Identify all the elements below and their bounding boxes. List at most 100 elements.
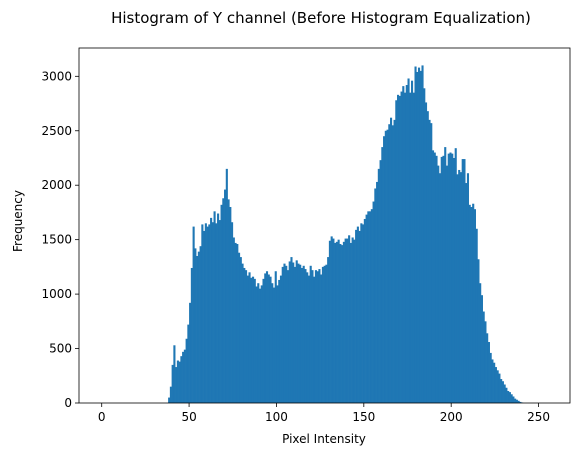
histogram-bar	[180, 356, 183, 403]
histogram-bar	[342, 241, 345, 403]
histogram-bar	[283, 263, 286, 403]
histogram-bar	[260, 285, 263, 403]
histogram-bar	[449, 152, 452, 403]
histogram-bar	[213, 211, 216, 403]
histogram-bar	[456, 174, 459, 403]
histogram-bar	[169, 386, 172, 403]
histogram-bar	[224, 189, 227, 403]
histogram-bar	[500, 379, 503, 403]
histogram-bar	[204, 223, 207, 403]
histogram-bar	[360, 223, 363, 403]
histogram-bar	[486, 333, 489, 403]
histogram-bar	[351, 237, 354, 403]
histogram-bar	[267, 274, 270, 403]
histogram-bar	[320, 274, 323, 403]
y-axis-label: Frequency	[11, 190, 25, 252]
histogram-bar	[265, 271, 269, 403]
histogram-bar	[447, 153, 450, 403]
histogram-bar	[430, 123, 433, 403]
histogram-bar	[299, 264, 302, 403]
histogram-bar	[197, 251, 200, 403]
histogram-bar	[470, 206, 473, 403]
histogram-bar	[285, 265, 288, 403]
histogram-bar	[341, 245, 344, 403]
histogram-bar	[288, 261, 291, 403]
histogram-bar	[383, 136, 386, 403]
histogram-bar	[384, 130, 387, 403]
histogram-bar	[398, 95, 401, 403]
histogram-bar	[363, 218, 366, 403]
histogram-bar	[297, 263, 300, 403]
histogram-bar	[220, 204, 223, 403]
histogram-bar	[390, 117, 393, 403]
histogram-bar	[424, 102, 428, 403]
histogram-bar	[442, 155, 445, 403]
histogram-bar	[239, 257, 242, 403]
histogram-bar	[475, 228, 478, 403]
histogram-bar	[370, 209, 373, 403]
histogram-bar	[433, 152, 436, 403]
y-tick-label: 3000	[41, 69, 72, 83]
histogram-bar	[292, 262, 295, 403]
histogram-bar	[194, 248, 197, 403]
histogram-bar	[505, 387, 508, 403]
histogram-bar	[246, 275, 249, 403]
histogram-bar	[175, 367, 178, 403]
histogram-bar	[311, 270, 314, 403]
histogram-bar	[183, 349, 186, 403]
histogram-bar	[491, 359, 494, 403]
histogram-bar	[482, 311, 485, 403]
histogram-bar	[203, 230, 206, 403]
histogram-bar	[218, 220, 221, 403]
histogram-bar	[300, 267, 304, 403]
histogram-bar	[334, 242, 337, 403]
histogram-bar	[451, 153, 454, 403]
histogram-bar	[253, 278, 256, 403]
histogram-bar	[208, 224, 211, 403]
histogram-bar	[405, 85, 408, 404]
histogram-bar	[281, 266, 284, 403]
histogram-bar	[519, 401, 522, 403]
histogram-bar	[484, 321, 487, 403]
histogram-bar	[391, 125, 394, 403]
histogram-bar	[192, 226, 195, 403]
histogram-bar	[445, 165, 449, 403]
histogram-bar	[279, 275, 283, 403]
histogram-bar	[374, 188, 377, 403]
histogram-bar	[346, 238, 349, 403]
histogram-bar	[353, 239, 356, 403]
histogram-bar	[286, 270, 290, 403]
y-tick-label: 500	[49, 342, 72, 356]
y-axis-ticks: 0 500 1000 1500 2000 2500 3000	[41, 69, 79, 410]
histogram-bar	[206, 226, 209, 403]
histogram-bar	[402, 86, 405, 404]
histogram-bar	[356, 226, 359, 403]
histogram-bar	[258, 288, 262, 403]
histogram-bar	[344, 238, 347, 403]
histogram-bar	[222, 198, 225, 403]
histogram-bar	[236, 244, 239, 403]
histogram-bar	[245, 270, 248, 403]
histogram-bar	[480, 295, 483, 403]
histogram-bar	[190, 267, 193, 403]
histogram-bar	[271, 283, 274, 403]
x-tick-label: 150	[352, 410, 375, 424]
histogram-bar	[412, 92, 415, 404]
histogram-bars	[168, 65, 524, 404]
histogram-bar	[379, 160, 382, 403]
histogram-bar	[493, 362, 496, 403]
histogram-bar	[479, 283, 482, 403]
histogram-bar	[428, 119, 431, 404]
histogram-bar	[377, 168, 380, 403]
histogram-bar	[255, 286, 258, 403]
histogram-bar	[362, 224, 365, 403]
histogram-bar	[454, 148, 457, 403]
histogram-bar	[225, 168, 228, 403]
histogram-bar	[517, 400, 520, 403]
histogram-bar	[414, 66, 417, 403]
histogram-bar	[302, 265, 305, 403]
histogram-bar	[477, 259, 480, 403]
histogram-bar	[196, 255, 199, 403]
histogram-bar	[459, 172, 463, 403]
